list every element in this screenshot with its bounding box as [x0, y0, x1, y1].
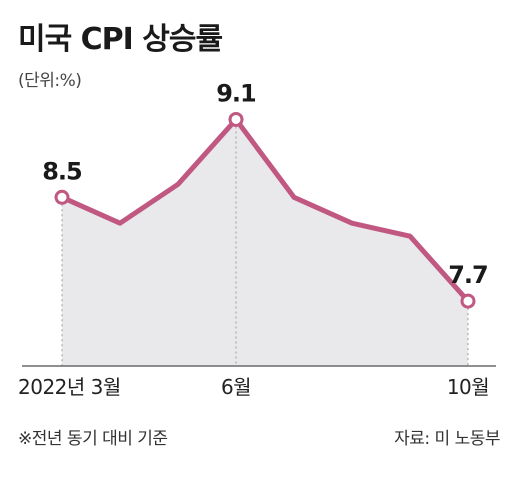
data-label: 8.5 [42, 157, 82, 185]
data-point-marker [228, 111, 244, 127]
series-area [62, 119, 468, 366]
unit-label: (단위:%) [18, 71, 82, 91]
footnote-basis: ※전년 동기 대비 기준 [18, 429, 168, 449]
chart-title: 미국 CPI 상승률 [18, 22, 223, 57]
data-label: 7.7 [448, 261, 488, 289]
data-point-marker [460, 293, 476, 309]
x-tick-label: 6월 [221, 375, 251, 399]
series-line [59, 117, 471, 304]
data-point-marker [54, 189, 70, 205]
x-tick-label: 10월 [447, 375, 489, 399]
source-note: 자료: 미 노동부 [394, 429, 500, 449]
x-tick-label: 2022년 3월 [18, 375, 121, 399]
data-label: 9.1 [216, 79, 256, 107]
